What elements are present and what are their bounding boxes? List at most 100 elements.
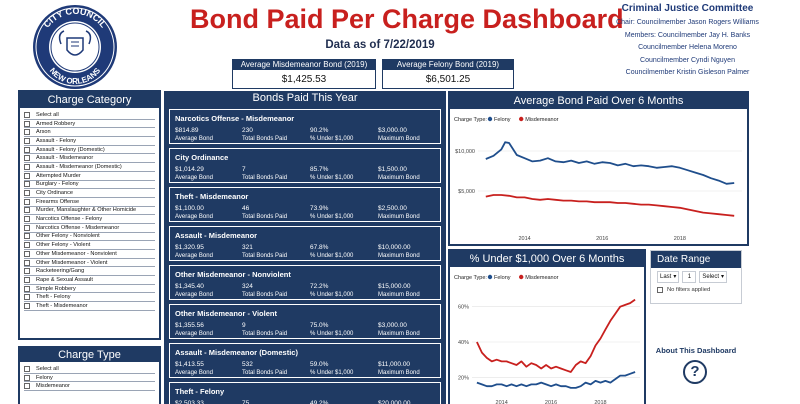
charge-category-option-label: Rape & Sexual Assault [36, 276, 93, 283]
card-metric-label: % Under $1,000 [310, 292, 354, 298]
charge-category-option[interactable]: Other Felony - Violent [24, 241, 155, 250]
card-metric-value: 75.0% [310, 322, 329, 329]
period-select[interactable]: Last ▾ [657, 271, 680, 283]
card-metric-label: Maximum Bond [378, 214, 420, 220]
charge-type-option[interactable]: Select all [24, 365, 155, 374]
checkbox[interactable] [24, 233, 30, 240]
charge-category-option-label: Other Felony - Nonviolent [36, 233, 100, 240]
checkbox[interactable] [24, 383, 30, 390]
charge-summary-card[interactable]: Other Misdemeanor - Nonviolent $1,345.40 A… [169, 265, 441, 300]
charge-category-option[interactable]: Attempted Murder [24, 172, 155, 181]
checkbox[interactable] [24, 207, 30, 214]
charge-category-option[interactable]: Burglary - Felony [24, 181, 155, 190]
checkbox[interactable] [24, 120, 30, 127]
charge-category-option[interactable]: Armed Robbery [24, 120, 155, 129]
charge-summary-card[interactable]: Narcotics Offense - Misdemeanor $814.89 Av… [169, 109, 441, 144]
checkbox[interactable] [24, 181, 30, 188]
charge-category-option-label: Attempted Murder [36, 172, 81, 179]
legend-title: Charge Type: [454, 117, 487, 123]
checkbox[interactable] [24, 374, 30, 381]
charge-category-option-label: Firearms Offense [36, 198, 80, 205]
card-metric-value: 532 [242, 361, 253, 368]
checkbox[interactable] [24, 172, 30, 179]
card-metric-value: $1,413.55 [175, 361, 204, 368]
card-metric-label: Total Bonds Paid [242, 292, 288, 298]
help-icon[interactable]: ? [683, 360, 707, 384]
checkbox[interactable] [24, 276, 30, 283]
pct-under-1000-line-chart[interactable]: Charge Type: Felony Misdemeanor 20% 40% 60% 20… [450, 267, 644, 404]
charge-category-option[interactable]: Murder, Manslaughter & Other Homicide [24, 207, 155, 216]
charge-summary-card[interactable]: City Ordinance $1,014.29 Average Bond 7 Tota… [169, 148, 441, 183]
checkbox[interactable] [24, 224, 30, 231]
charge-category-option[interactable]: Racketeering/Gang [24, 267, 155, 277]
charge-category-option[interactable]: Narcotics Offense - Felony [24, 215, 155, 224]
charge-type-option[interactable]: Felony [24, 374, 155, 383]
checkbox[interactable] [24, 250, 30, 257]
charge-category-option[interactable]: Theft - Misdemeanor [24, 302, 155, 311]
y-tick-label: $10,000 [455, 149, 475, 155]
checkbox[interactable] [24, 365, 30, 372]
card-charge-title: Narcotics Offense - Misdemeanor [175, 114, 295, 123]
card-charge-title: Theft - Felony [175, 387, 225, 396]
kpi-value: $6,501.25 [425, 74, 471, 85]
checkbox[interactable] [24, 216, 30, 223]
card-charge-title: Assault - Misdemeanor (Domestic) [175, 348, 298, 357]
charge-category-option[interactable]: Assault - Misdemeanor [24, 154, 155, 164]
charge-summary-card[interactable]: Theft - Felony$2,503.33Average Bond75Tot… [169, 382, 441, 404]
checkbox[interactable] [24, 198, 30, 205]
about-dashboard-label[interactable]: About This Dashboard [655, 346, 737, 355]
charge-category-option[interactable]: Simple Robbery [24, 285, 155, 294]
checkbox[interactable] [24, 190, 30, 197]
checkbox[interactable] [24, 111, 30, 118]
charge-category-option[interactable]: Select all [24, 111, 155, 120]
charge-summary-card[interactable]: Assault - Misdemeanor $1,320.95 Average Bo… [169, 226, 441, 261]
charge-category-option[interactable]: Assault - Felony [24, 137, 155, 146]
series-line-misdemeanor [476, 298, 636, 373]
checkbox[interactable] [24, 155, 30, 162]
charge-category-option[interactable]: Firearms Offense [24, 198, 155, 207]
bonds-paid-title: Bonds Paid This Year [164, 91, 446, 106]
charge-summary-card[interactable]: Theft - Misdemeanor $1,100.00 Average Bond… [169, 187, 441, 222]
count-input[interactable]: 1 [682, 271, 697, 283]
y-tick-label: 20% [458, 375, 469, 381]
card-metric-label: Average Bond [175, 214, 213, 220]
charge-category-option[interactable]: Assault - Felony (Domestic) [24, 146, 155, 155]
charge-category-option[interactable]: Rape & Sexual Assault [24, 276, 155, 285]
charge-type-option-label: Misdemeanor [36, 383, 70, 390]
checkbox[interactable] [24, 294, 30, 301]
card-metric-label: Total Bonds Paid [242, 331, 288, 337]
checkbox[interactable] [24, 146, 30, 153]
checkbox[interactable] [24, 268, 30, 275]
card-metric-label: Maximum Bond [378, 136, 420, 142]
checkbox[interactable] [24, 163, 30, 170]
card-metric-value: 7 [242, 166, 246, 173]
checkbox[interactable] [24, 137, 30, 144]
charge-category-option[interactable]: Other Felony - Nonviolent [24, 233, 155, 242]
checkbox[interactable] [24, 129, 30, 136]
charge-type-option[interactable]: Misdemeanor [24, 382, 155, 392]
avg-bond-line-chart[interactable]: Charge Type: Felony Misdemeanor $5,000 $10,0… [450, 109, 747, 244]
committee-member: Councilmember Kristin Gisleson Palmer [625, 69, 750, 76]
checkbox[interactable] [24, 285, 30, 292]
charge-category-option-label: Simple Robbery [36, 285, 76, 292]
charge-category-option[interactable]: City Ordinance [24, 189, 155, 198]
charge-category-option[interactable]: Theft - Felony [24, 293, 155, 303]
charge-summary-card[interactable]: Assault - Misdemeanor (Domestic) $1,413.5… [169, 343, 441, 378]
charge-category-option[interactable]: Other Misdemeanor - Violent [24, 259, 155, 268]
x-tick-label: 2014 [518, 236, 530, 242]
unit-select[interactable]: Select ▾ [699, 271, 728, 283]
charge-summary-card[interactable]: Other Misdemeanor - Violent $1,355.56 Aver… [169, 304, 441, 339]
filter-status: No filters applied [651, 283, 741, 293]
charge-type-filter: Charge Type Select all Felony Misdemeanor [18, 346, 161, 404]
checkbox[interactable] [24, 242, 30, 249]
card-metric-label: Total Bonds Paid [242, 136, 288, 142]
checkbox[interactable] [24, 302, 30, 309]
card-metric-label: Average Bond [175, 331, 213, 337]
charge-category-option[interactable]: Narcotics Offense - Misdemeanor [24, 224, 155, 233]
series-line-misdemeanor [485, 194, 735, 217]
checkbox[interactable] [24, 259, 30, 266]
charge-category-option[interactable]: Other Misdemeanor - Nonviolent [24, 250, 155, 259]
card-metric-value: 321 [242, 244, 253, 251]
charge-category-option[interactable]: Arson [24, 128, 155, 138]
charge-category-option[interactable]: Assault - Misdemeanor (Domestic) [24, 163, 155, 172]
